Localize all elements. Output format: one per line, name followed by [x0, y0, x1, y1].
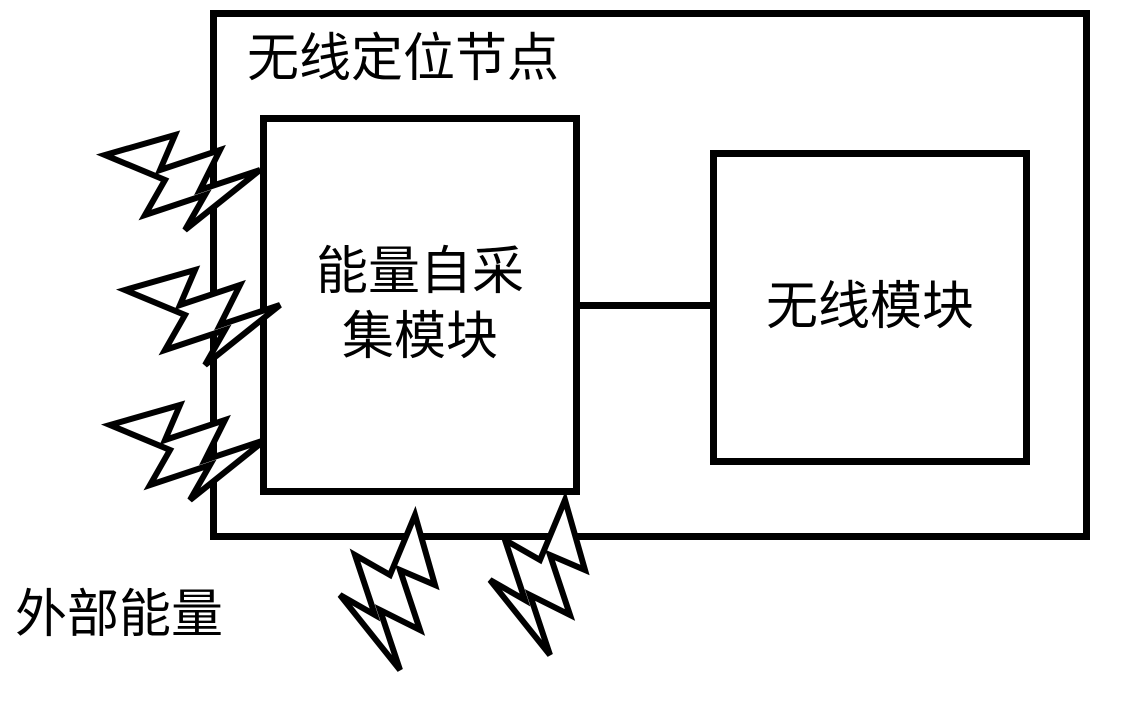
- wireless-module-label: 无线模块: [766, 275, 974, 340]
- energy-bolt-icon: [330, 510, 450, 670]
- energy-bolt-icon: [480, 495, 600, 655]
- energy-harvesting-module-label: 能量自采 集模块: [316, 240, 524, 370]
- energy-module-label-line1: 能量自采: [316, 244, 524, 301]
- module-connector-line: [580, 302, 710, 309]
- diagram-canvas: 无线定位节点 能量自采 集模块 无线模块 外部能量: [0, 0, 1134, 710]
- energy-module-label-line2: 集模块: [342, 309, 498, 366]
- outer-box-title: 无线定位节点: [247, 27, 559, 92]
- energy-bolt-icon: [105, 390, 265, 510]
- energy-harvesting-module-box: 能量自采 集模块: [260, 115, 580, 495]
- wireless-module-box: 无线模块: [710, 150, 1030, 465]
- external-energy-label: 外部能量: [15, 572, 223, 647]
- energy-bolt-icon: [100, 120, 260, 240]
- energy-bolt-icon: [120, 255, 280, 375]
